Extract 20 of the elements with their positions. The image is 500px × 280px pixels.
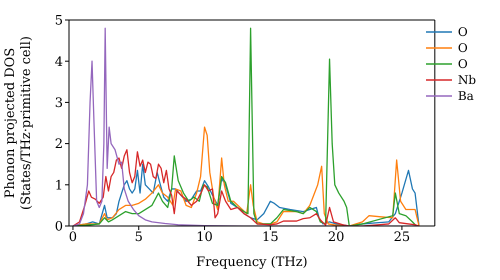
y-axis-title: Phonon projected DOS (States/THz·primitive cell) [3,36,34,210]
y-tick-label: 1 [54,178,63,194]
legend-label: O [458,57,468,71]
x-tick-label: 10 [196,230,213,246]
y-tick-label: 5 [54,14,63,29]
y-tick-label: 2 [54,137,63,152]
x-tick-label: 5 [134,230,143,246]
legend-label: O [458,41,468,55]
x-tick-label: 20 [328,230,344,246]
line-series [72,149,420,226]
legend-label: Ba [458,89,474,103]
x-axis-title: Frequency (THz) [196,255,308,270]
y-tick-label: 0 [54,220,63,235]
x-tick-label: 0 [68,230,78,246]
y-tick-label: 4 [54,54,63,70]
x-tick-label: 25 [394,230,410,246]
y-tick-label: 3 [54,96,63,112]
legend-label: Nb [458,73,476,87]
legend-label: O [458,25,468,39]
x-tick-label: 15 [262,230,279,246]
